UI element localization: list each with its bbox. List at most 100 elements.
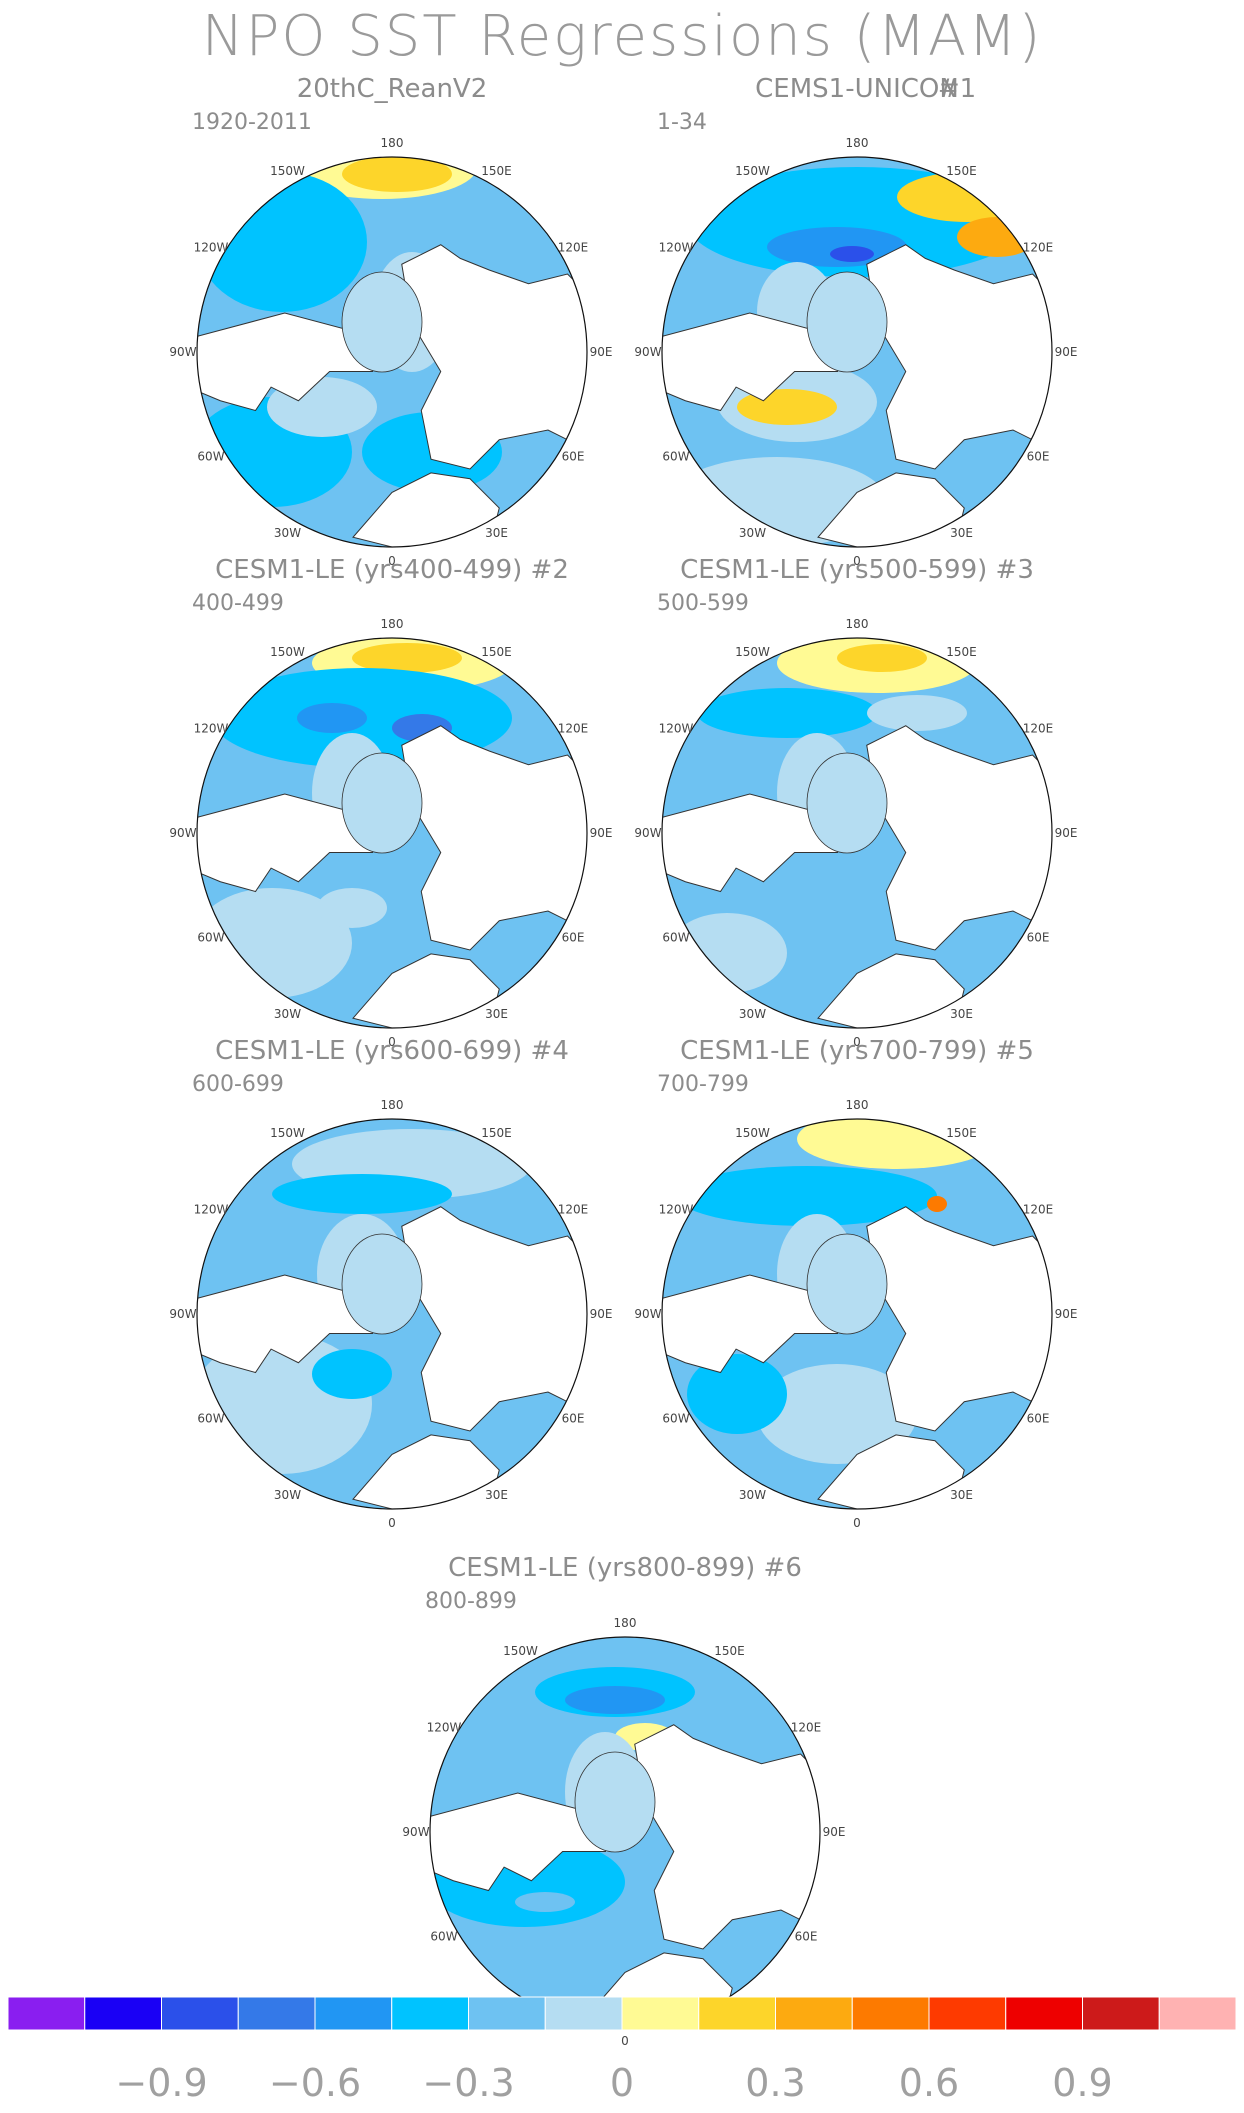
colorbar-tick-label: −0.6 — [268, 2061, 362, 2105]
longitude-label: 30E — [950, 1007, 973, 1021]
sst-anomaly — [837, 644, 927, 672]
colorbar-tick-label: 0.3 — [745, 2061, 806, 2105]
longitude-label: 30E — [485, 1488, 508, 1502]
colorbar-swatch — [7, 1996, 86, 2031]
longitude-label: 120E — [1023, 722, 1054, 736]
longitude-label: 120W — [427, 1721, 462, 1735]
longitude-label: 60E — [562, 931, 585, 945]
longitude-label: 150W — [735, 645, 770, 659]
longitude-label: 90E — [590, 826, 613, 840]
arctic-ocean — [574, 1751, 656, 1853]
longitude-label: 150E — [481, 164, 512, 178]
panel-title: CESM1-LE (yrs400-499) #2 — [215, 555, 569, 585]
longitude-label: 180 — [846, 1098, 869, 1112]
colorbar-swatch — [468, 1996, 546, 2031]
longitude-label: 90E — [1055, 826, 1078, 840]
land-mask — [352, 953, 500, 1028]
sst-anomaly — [897, 172, 1037, 222]
arctic-ocean — [341, 271, 423, 373]
sst-anomaly — [297, 703, 367, 733]
map-panel-1: 180 150E 120E 90E 60E 30E 0 30W 60W 90W 120W 150W — [634, 136, 1077, 568]
map-panel-0: 180 150E 120E 90E 60E 30E 0 30W 60W 90W 120W 150W — [169, 136, 613, 568]
longitude-label: 0 — [853, 1035, 861, 1049]
panel-period: 700-799 — [657, 1072, 749, 1097]
longitude-label: 150W — [735, 1126, 770, 1140]
longitude-label: 120E — [558, 722, 589, 736]
longitude-label: 120E — [1023, 241, 1054, 255]
sst-anomaly — [830, 246, 874, 262]
longitude-label: 60E — [1027, 450, 1050, 464]
sst-anomaly — [317, 888, 387, 928]
longitude-label: 90W — [634, 1307, 661, 1321]
sst-anomaly — [342, 157, 452, 192]
longitude-label: 90W — [169, 1307, 196, 1321]
longitude-label: 60W — [662, 450, 689, 464]
panel-title: CESM1-LE (yrs600-699) #4 — [215, 1036, 569, 1066]
panel-period: 600-699 — [192, 1072, 284, 1097]
sst-anomaly — [867, 695, 967, 731]
colorbar-swatch — [775, 1996, 853, 2031]
colorbar-swatch — [1005, 1996, 1083, 2031]
longitude-label: 150E — [946, 645, 977, 659]
panel-title: CESM1-LE (yrs800-899) #6 — [448, 1553, 802, 1583]
longitude-label: 120E — [558, 241, 589, 255]
longitude-label: 150W — [270, 164, 305, 178]
longitude-label: 150W — [270, 1126, 305, 1140]
longitude-label: 90E — [1055, 1307, 1078, 1321]
arctic-ocean — [806, 271, 888, 373]
sst-anomaly — [272, 1174, 452, 1214]
longitude-label: 60W — [197, 1412, 224, 1426]
longitude-label: 30E — [485, 1007, 508, 1021]
longitude-label: 120E — [558, 1203, 589, 1217]
longitude-label: 30W — [274, 1007, 301, 1021]
colorbar-swatch — [851, 1996, 930, 2031]
longitude-label: 150E — [946, 1126, 977, 1140]
longitude-label: 60W — [662, 1412, 689, 1426]
map-outline — [661, 156, 1053, 548]
longitude-label: 0 — [388, 1516, 396, 1530]
longitude-label: 30W — [274, 1488, 301, 1502]
longitude-label: 60E — [562, 1412, 585, 1426]
longitude-label: 150E — [946, 164, 977, 178]
sst-anomaly — [687, 1354, 787, 1434]
colorbar-tick-label: 0 — [609, 2061, 635, 2105]
sst-anomaly — [677, 1166, 937, 1226]
longitude-label: 0 — [388, 554, 396, 568]
land-mask — [817, 472, 965, 547]
longitude-label: 0 — [621, 2034, 629, 2048]
panel-period: 800-899 — [425, 1589, 517, 1614]
panel-number: #1 — [937, 74, 977, 104]
colorbar-swatch — [161, 1996, 239, 2031]
map-outline — [196, 1118, 588, 1510]
map-outline — [661, 1118, 1053, 1510]
colorbar-tick-label: −0.3 — [422, 2061, 515, 2105]
longitude-label: 90E — [590, 345, 613, 359]
longitude-label: 90E — [823, 1825, 846, 1839]
longitude-label: 150E — [481, 645, 512, 659]
longitude-label: 30W — [739, 1488, 766, 1502]
longitude-label: 60E — [1027, 1412, 1050, 1426]
land-mask — [352, 472, 500, 547]
longitude-label: 90E — [1055, 345, 1078, 359]
colorbar-swatch — [391, 1996, 469, 2031]
sst-anomaly — [757, 1364, 917, 1464]
panel-period: 1920-2011 — [192, 110, 312, 135]
longitude-label: 150W — [503, 1644, 538, 1658]
longitude-label: 120W — [659, 722, 694, 736]
longitude-label: 180 — [614, 1616, 637, 1630]
longitude-label: 60E — [562, 450, 585, 464]
arctic-ocean — [341, 1233, 423, 1335]
sst-anomaly — [352, 643, 462, 673]
sst-anomaly — [927, 1196, 947, 1212]
panel-title: CESM1-LE (yrs700-799) #5 — [680, 1036, 1034, 1066]
panel-title: 20thC_ReanV2 — [296, 74, 488, 104]
figure-title: NPO SST Regressions (MAM) — [201, 4, 1043, 69]
panel-period: 1-34 — [657, 110, 707, 135]
longitude-label: 150E — [714, 1644, 745, 1658]
map-outline — [196, 637, 588, 1029]
longitude-label: 120W — [194, 241, 229, 255]
longitude-label: 30E — [485, 526, 508, 540]
sst-anomaly — [515, 1892, 575, 1912]
